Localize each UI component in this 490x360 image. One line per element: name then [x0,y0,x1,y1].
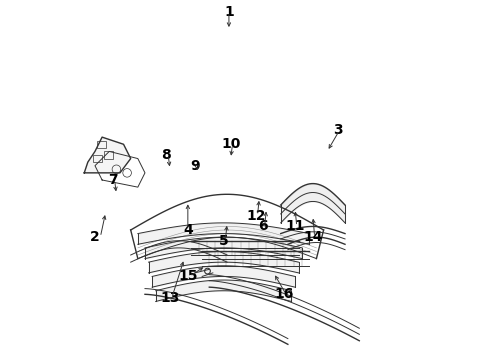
Text: 3: 3 [333,123,343,137]
Polygon shape [84,137,131,173]
Bar [93,155,102,162]
Text: 16: 16 [274,287,294,301]
Text: 14: 14 [303,230,322,244]
Text: 5: 5 [219,234,228,248]
Text: 15: 15 [178,269,197,283]
Bar [104,152,113,158]
Bar [97,141,106,148]
Text: 12: 12 [246,209,266,223]
Text: 11: 11 [285,220,305,233]
Text: 9: 9 [190,159,200,173]
Text: 7: 7 [108,173,118,187]
Text: 13: 13 [160,291,180,305]
Text: 8: 8 [162,148,172,162]
Text: 4: 4 [183,223,193,237]
Text: 1: 1 [224,5,234,19]
Text: 10: 10 [221,137,241,151]
Text: 2: 2 [90,230,100,244]
Text: 6: 6 [258,220,268,233]
